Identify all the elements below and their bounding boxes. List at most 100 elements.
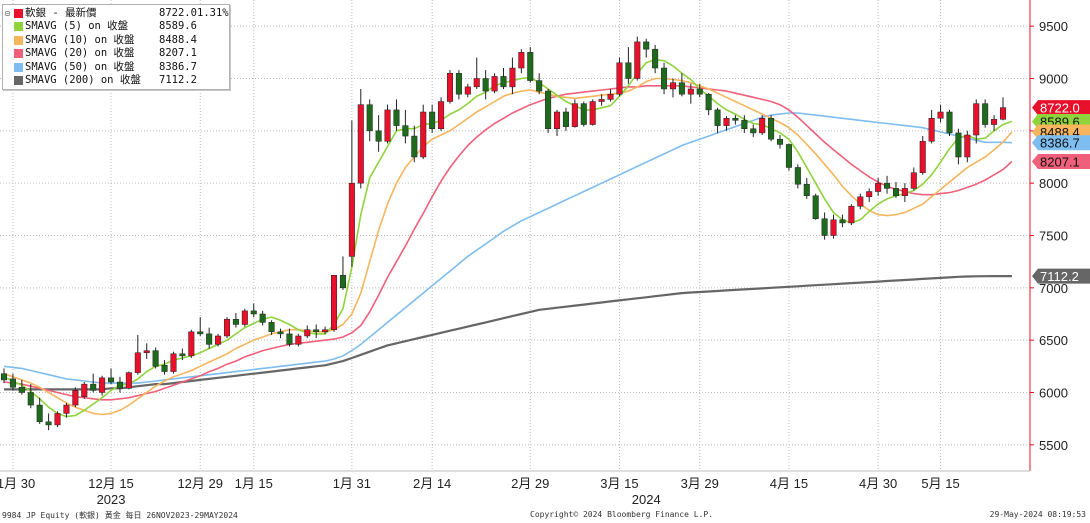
- candle-body: [661, 67, 668, 90]
- candle-body: [803, 183, 810, 196]
- candle-body: [518, 52, 525, 69]
- candle-body: [215, 335, 222, 345]
- x-tick-label: 2月 14: [413, 476, 451, 491]
- candle-body: [589, 101, 596, 125]
- last-value-tag: [1032, 100, 1090, 116]
- legend-label: 軟銀 - 最新價: [25, 7, 97, 19]
- candle-body: [928, 118, 935, 142]
- candle-body: [295, 335, 302, 345]
- candle-body: [741, 120, 748, 129]
- candle-body: [527, 52, 534, 81]
- candle-body: [964, 134, 971, 158]
- candle-body: [411, 135, 418, 158]
- candle-body: [81, 383, 88, 397]
- candle-body: [393, 109, 400, 126]
- candle-body: [901, 188, 908, 196]
- candle-body: [910, 172, 917, 189]
- candle-body: [161, 365, 168, 372]
- candle-body: [580, 103, 587, 125]
- candle-body: [63, 404, 70, 414]
- candle-body: [491, 76, 498, 92]
- candle-body: [45, 421, 52, 426]
- legend-swatch-sma50: [14, 62, 23, 72]
- candle-body: [776, 138, 784, 145]
- legend-item-sma50: SMAVG (50) on 收盤 8386.7: [3, 61, 229, 74]
- candle-body: [473, 78, 480, 88]
- candle-body: [339, 275, 346, 289]
- last-value-label: 8722.0: [1040, 101, 1080, 116]
- x-year-label: 2023: [97, 492, 126, 507]
- candle-body: [116, 381, 123, 389]
- y-tick-label: 9500: [1039, 19, 1068, 34]
- candle-body: [286, 333, 293, 345]
- legend-value: 7112.2: [159, 73, 197, 86]
- candle-body: [232, 318, 239, 325]
- chart-legend: ⊟ 軟銀 - 最新價 8722.0 1.31% SMAVG (5) on 收盤 …: [2, 4, 230, 91]
- x-tick-label: 4月 30: [859, 476, 897, 491]
- candle-body: [366, 104, 373, 132]
- candle-body: [206, 333, 213, 345]
- candle-body: [999, 107, 1007, 120]
- legend-swatch-sma20: [14, 49, 23, 59]
- candle-body: [9, 378, 16, 388]
- footer-security-info: 9984 JP Equity (軟銀) 黃金 每日 26NOV2023-29MA…: [2, 511, 238, 520]
- candle-body: [36, 404, 43, 423]
- candle-body: [402, 125, 409, 137]
- candle-body: [759, 118, 766, 134]
- x-tick-label: 4月 15: [770, 476, 808, 491]
- x-tick-label: 3月 29: [681, 476, 719, 491]
- candle-body: [375, 130, 382, 142]
- legend-label: SMAVG (10) on 收盤: [25, 33, 135, 46]
- candle-body: [464, 86, 471, 95]
- candle-body: [554, 111, 561, 129]
- x-tick-label: 5月 15: [921, 476, 959, 491]
- candle-body: [420, 111, 427, 158]
- y-tick-label: 7500: [1039, 229, 1068, 244]
- last-value-label: 8207.1: [1040, 154, 1080, 169]
- x-tick-label: 1月 15: [235, 476, 273, 491]
- footer-copyright: Copyright© 2024 Bloomberg Finance L.P.: [530, 510, 714, 519]
- candle-body: [946, 111, 953, 134]
- y-tick-label: 8000: [1039, 176, 1068, 191]
- candle-body: [545, 90, 552, 129]
- candle-body: [919, 141, 926, 173]
- x-tick-label: 12月 15: [88, 476, 134, 491]
- candle-body: [259, 313, 266, 323]
- candle-body: [197, 331, 204, 335]
- candle-body: [509, 67, 516, 88]
- candle-body: [54, 413, 61, 426]
- candle-body: [250, 310, 257, 315]
- candle-body: [634, 41, 641, 79]
- candle-body: [955, 132, 962, 158]
- candle-body: [455, 73, 462, 95]
- candle-body: [304, 329, 311, 337]
- legend-item-price: 軟銀 - 最新價 8722.0 1.31%: [3, 7, 229, 20]
- candle-body: [705, 93, 712, 111]
- candle-body: [0, 373, 8, 381]
- last-value-tag: [1032, 268, 1090, 284]
- legend-value: 8207.1: [159, 47, 197, 60]
- legend-value: 8722.0: [159, 7, 197, 19]
- legend-label: SMAVG (50) on 收盤: [25, 60, 135, 73]
- legend-item-sma5: SMAVG (5) on 收盤 8589.6: [3, 20, 229, 33]
- candle-body: [170, 353, 177, 372]
- legend-label: SMAVG (200) on 收盤: [25, 73, 141, 86]
- candle-body: [812, 195, 819, 220]
- legend-swatch-price: [14, 9, 23, 18]
- candle-body: [90, 383, 97, 391]
- legend-item-sma10: SMAVG (10) on 收盤 8488.4: [3, 34, 229, 47]
- legend-collapse-icon[interactable]: ⊟: [5, 9, 10, 18]
- candle-body: [500, 76, 507, 88]
- y-tick-label: 9000: [1039, 72, 1068, 87]
- candle-body: [18, 387, 25, 393]
- candle-body: [857, 196, 864, 207]
- candle-body: [785, 144, 792, 168]
- candle-body: [571, 103, 578, 127]
- candle-body: [669, 82, 676, 90]
- legend-label: SMAVG (5) on 收盤: [25, 20, 129, 33]
- candle-body: [313, 329, 320, 333]
- candle-body: [152, 350, 159, 367]
- candle-body: [937, 111, 944, 119]
- x-tick-label: 3月 15: [600, 476, 638, 491]
- candle-body: [696, 88, 703, 95]
